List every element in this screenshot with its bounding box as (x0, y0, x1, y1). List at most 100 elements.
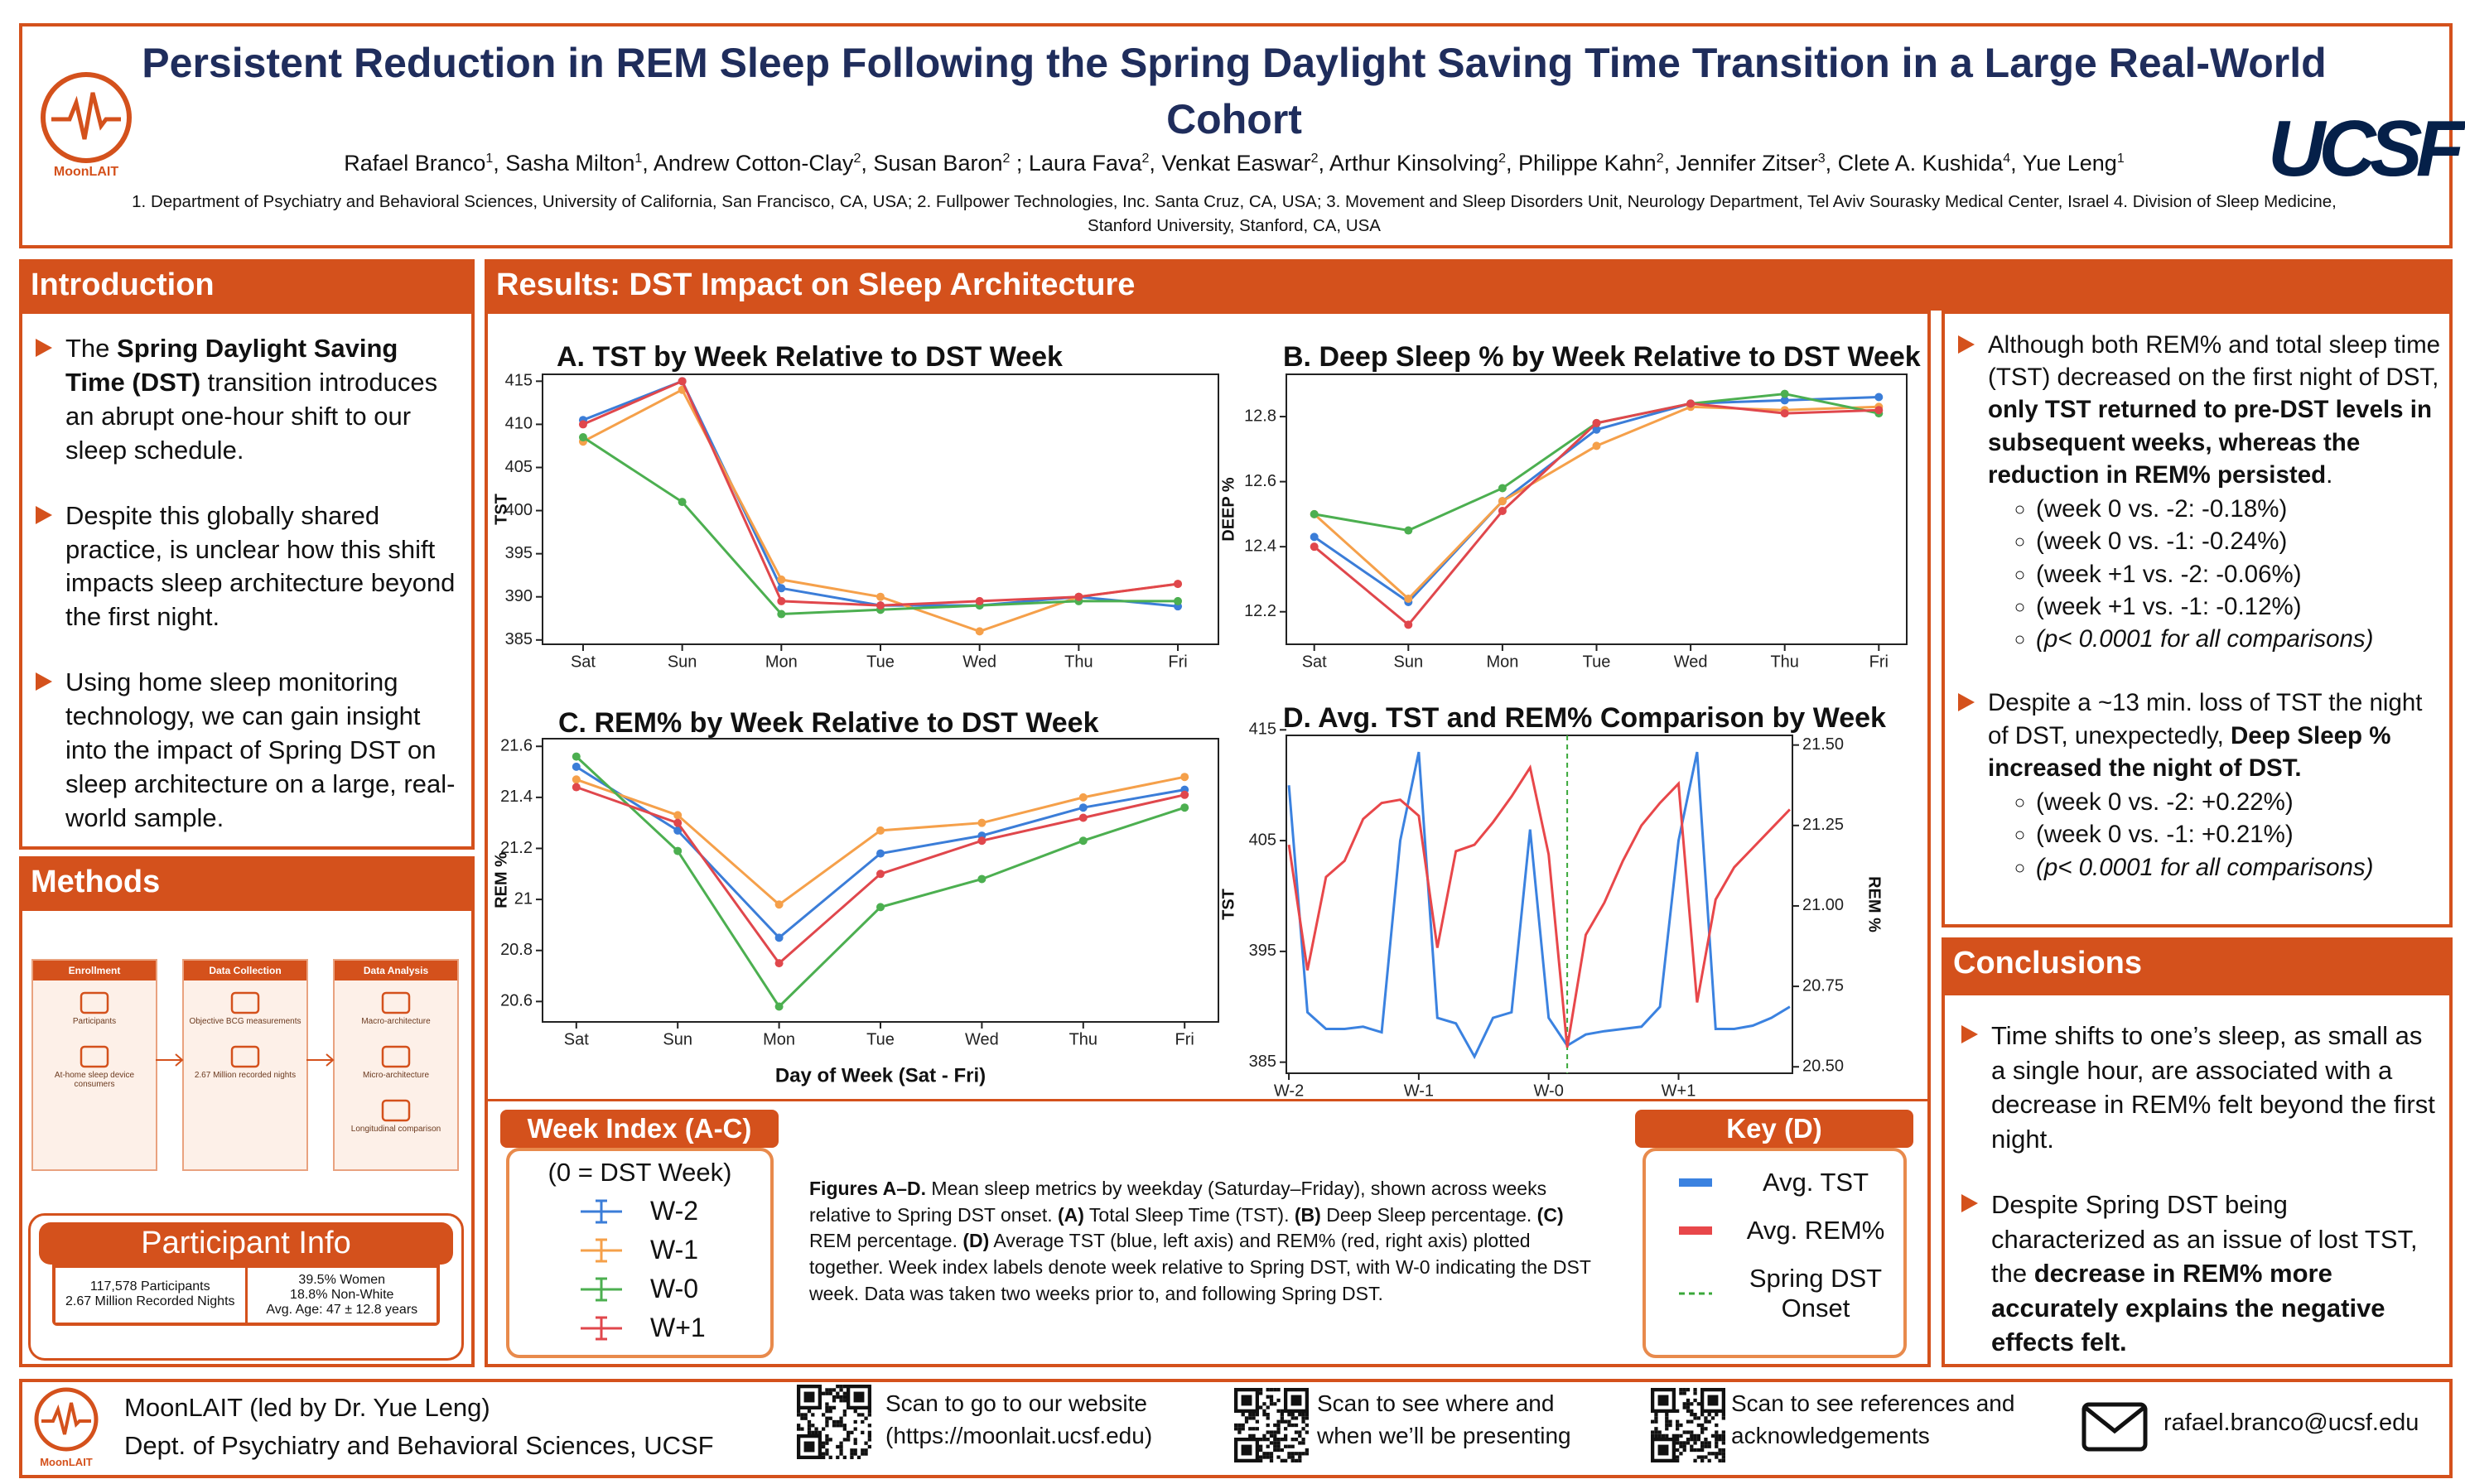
sub-item: (week 0 vs. -2: +0.22%) (2036, 786, 2441, 818)
qr-module (1237, 1427, 1242, 1431)
qr-module (1704, 1441, 1708, 1445)
author-affiliation: 2 (1002, 152, 1011, 166)
section-title: Conclusions (1942, 937, 2453, 992)
bullet-arrow (36, 505, 52, 524)
legend-entry: Spring DST Onset (1679, 1264, 1903, 1323)
qr-module (836, 1455, 840, 1459)
qr-module (839, 1448, 843, 1453)
author-separator: , (1506, 151, 1512, 176)
qr-module (1284, 1433, 1288, 1438)
qr-module (1284, 1419, 1288, 1424)
qr-module (825, 1441, 829, 1445)
email-icon (2082, 1402, 2148, 1452)
qr-module (1686, 1430, 1691, 1434)
qr-module (839, 1444, 843, 1449)
qr-module (850, 1448, 854, 1453)
qr-module (1266, 1423, 1270, 1428)
qr-module (1721, 1441, 1725, 1445)
qr-module (1301, 1427, 1305, 1431)
qr-module (1259, 1455, 1263, 1459)
qr-module (853, 1452, 857, 1456)
flow-icon (381, 1045, 411, 1068)
author-affiliation: 2 (1310, 152, 1319, 166)
qr-module (1693, 1413, 1697, 1417)
qr-module (1301, 1452, 1305, 1456)
qr-code (1651, 1388, 1725, 1467)
qr-module (1721, 1458, 1725, 1462)
qr-module (1262, 1409, 1266, 1413)
qr-module (1298, 1430, 1302, 1434)
author-name: Sasha Milton (505, 151, 635, 176)
icon-shape (230, 991, 260, 1014)
qr-module (1707, 1413, 1711, 1417)
qr-module (839, 1388, 843, 1392)
qr-module (1276, 1441, 1281, 1445)
qr-module (1657, 1433, 1662, 1438)
legend-swatch (581, 1238, 622, 1262)
qr-module (797, 1409, 801, 1414)
qr-module (1657, 1430, 1662, 1434)
qr-module (1668, 1419, 1672, 1424)
bullet: Despite a ~13 min. loss of TST the night… (1958, 687, 2441, 883)
qr-module (1276, 1430, 1281, 1434)
qr-module (1718, 1452, 1722, 1456)
qr-module (1287, 1452, 1291, 1456)
qr-module (807, 1409, 812, 1414)
qr-module (803, 1413, 808, 1417)
qr-module (825, 1438, 829, 1442)
flow-icon (230, 1045, 260, 1068)
qr-module (1707, 1419, 1711, 1424)
flow-title: Data Analysis (335, 961, 457, 980)
qr-module (807, 1419, 812, 1424)
qr-module (867, 1444, 871, 1449)
text-run: (C) (1536, 1203, 1564, 1226)
qr-module (1255, 1427, 1259, 1431)
qr-module (1665, 1413, 1669, 1417)
week-index-legend: (0 = DST Week) W-2 W-1 W-0 W+1 (506, 1148, 774, 1358)
qr-pattern (797, 1385, 871, 1459)
sub-item: (week 0 vs. -1: -0.24%) (2036, 525, 2441, 557)
qr-module (1266, 1388, 1270, 1392)
affiliations: 1. Department of Psychiatry and Behavior… (132, 192, 2337, 235)
qr-module (832, 1405, 837, 1409)
qr-module (1665, 1416, 1669, 1420)
author-affiliation: 1 (2116, 152, 2125, 166)
qr-module (1241, 1413, 1245, 1417)
flow-label: Micro-architecture (362, 1071, 430, 1080)
qr-module (1690, 1402, 1694, 1406)
qr-module (1721, 1455, 1725, 1459)
qr-module (800, 1427, 804, 1431)
sub-list: (week 0 vs. -2: +0.22%)(week 0 vs. -1: +… (1988, 786, 2441, 884)
legend-subtitle: (0 = DST Week) (548, 1158, 732, 1187)
bullet-text: Using home sleep monitoring technology, … (65, 666, 460, 836)
qr-module (800, 1416, 804, 1420)
qr-module (828, 1388, 832, 1392)
qr-module (1241, 1427, 1245, 1431)
sub-item: (week +1 vs. -1: -0.12%) (2036, 590, 2441, 623)
qr-module (1690, 1413, 1694, 1417)
flow-box: Enrollment Participants At-home sleep devi… (31, 959, 157, 1171)
qr-module (814, 1427, 818, 1431)
qr-module (828, 1416, 832, 1420)
qr-module (842, 1424, 847, 1428)
text-run: Despite this globally shared practice, i… (65, 500, 456, 632)
qr-module (1715, 1444, 1719, 1448)
sub-list: (week 0 vs. -2: -0.18%)(week 0 vs. -1: -… (1988, 493, 2441, 655)
qr-module (832, 1388, 837, 1392)
qr-module (1298, 1452, 1302, 1456)
qr-module (867, 1434, 871, 1438)
logo-ring (41, 72, 132, 163)
participant-col: 117,578 Participants 2.67 Million Recorde… (55, 1268, 245, 1323)
bullet: Time shifts to one’s sleep, as small as … (1961, 1019, 2438, 1156)
flow-icon (381, 991, 411, 1014)
qr-module (1301, 1413, 1305, 1417)
qr-module (1255, 1413, 1259, 1417)
qr-module (1721, 1416, 1725, 1420)
qr-module (1252, 1433, 1256, 1438)
qr-module (1665, 1423, 1669, 1428)
text-run: . (2326, 460, 2333, 489)
qr-module (1679, 1444, 1683, 1448)
qr-module (1273, 1430, 1277, 1434)
author-separator: , (2010, 151, 2017, 176)
qr-module (839, 1424, 843, 1428)
